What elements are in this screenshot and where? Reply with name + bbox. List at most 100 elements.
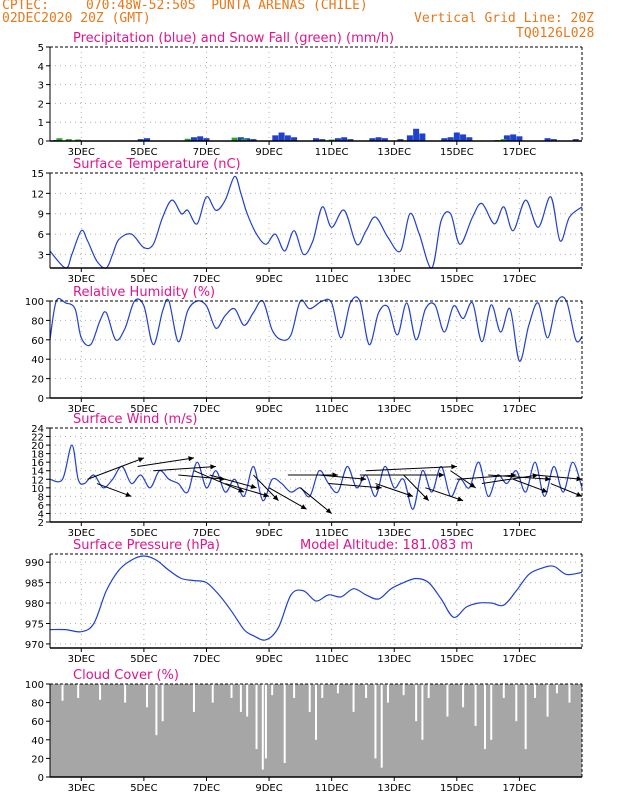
wind-arrow-shaft: [253, 474, 279, 501]
precip-bar: [313, 138, 319, 141]
x-tick-label-3dec: 3DEC: [68, 528, 95, 539]
precip-bar: [197, 136, 204, 141]
cloud-cover-gap: [255, 684, 258, 750]
x-tick-label-13dec: 13DEC: [377, 274, 411, 285]
precip-bar: [347, 139, 354, 141]
x-tick-label-3dec: 3DEC: [68, 274, 95, 285]
x-tick-label-3dec: 3DEC: [68, 147, 95, 158]
x-tick-label-9dec: 9DEC: [255, 783, 282, 794]
x-tick-label-11dec: 11DEC: [315, 783, 349, 794]
x-tick-label-5dec: 5DEC: [130, 654, 157, 665]
wind-arrow-head: [438, 472, 445, 478]
cloud-cover-gap: [146, 684, 149, 708]
x-tick-label-15dec: 15DEC: [440, 147, 474, 158]
x-tick-label-17dec: 17DEC: [503, 147, 537, 158]
precip-bar: [503, 135, 510, 141]
y-tick-label-3: 3: [38, 81, 44, 92]
snow-bar: [241, 138, 248, 141]
wind-arrow-shaft: [535, 474, 583, 480]
cloud-cover-gap: [321, 684, 324, 698]
wind-arrow-head: [457, 496, 464, 502]
header-grid-line: Vertical Grid Line: 20Z: [414, 11, 595, 26]
wind-arrow-shaft: [488, 474, 551, 480]
precip-bar: [441, 138, 448, 141]
wind-arrow-head: [188, 456, 194, 462]
wind-arrow-head: [125, 492, 132, 497]
wind-arrow-shaft: [512, 478, 548, 493]
y-tick-label-6: 6: [38, 230, 44, 241]
precip-bar: [447, 137, 454, 141]
wind-arrow-shaft: [550, 483, 583, 497]
cloud-cover-gap: [61, 684, 64, 701]
cloud-cover-gap: [352, 684, 355, 712]
precip-bar: [397, 139, 404, 141]
y-tick-label-970: 970: [25, 640, 44, 651]
wind-arrow-shaft: [425, 487, 464, 502]
wind-arrow-head: [360, 476, 367, 482]
wind-arrow-shaft: [300, 487, 332, 514]
x-tick-label-5dec: 5DEC: [130, 783, 157, 794]
y-tick-label-80: 80: [31, 316, 44, 327]
x-tick-label-3dec: 3DEC: [68, 404, 95, 415]
wind-arrow-head: [576, 476, 582, 482]
x-tick-label-5dec: 5DEC: [130, 147, 157, 158]
x-tick-label-9dec: 9DEC: [255, 274, 282, 285]
precip-bar: [413, 128, 420, 141]
x-tick-label-5dec: 5DEC: [130, 404, 157, 415]
precip-bar: [510, 134, 517, 141]
cloud-cover-gap: [502, 684, 505, 698]
cloud-cover-gap: [230, 684, 233, 698]
cloud-cover-gap: [155, 684, 158, 736]
panel-title-4: Surface Pressure (hPa): [73, 538, 220, 553]
y-tick-label-40: 40: [31, 355, 44, 366]
wind-arrow-shaft: [225, 483, 270, 497]
precip-bar: [272, 135, 279, 141]
wind-arrow-head: [263, 492, 270, 498]
panel-title-1: Surface Temperature (nC): [73, 157, 241, 172]
cloud-cover-gap: [462, 684, 465, 708]
cloud-cover-gap: [546, 684, 549, 717]
precip-bar: [137, 139, 144, 141]
x-tick-label-11dec: 11DEC: [315, 528, 349, 539]
precip-bar: [244, 138, 251, 141]
x-tick-label-17dec: 17DEC: [503, 404, 537, 415]
snow-bar: [500, 139, 507, 141]
y-tick-label-8: 8: [38, 492, 44, 503]
cloud-cover-gap: [427, 684, 430, 698]
wind-arrow-shaft: [137, 457, 195, 467]
x-tick-label-7dec: 7DEC: [193, 147, 220, 158]
chart-header: CPTEC: 070:48W-52:50S PUNTA ARENAS (CHIL…: [0, 0, 618, 44]
wind-arrow-head: [541, 487, 548, 493]
x-tick-label-11dec: 11DEC: [315, 274, 349, 285]
x-tick-label-15dec: 15DEC: [440, 404, 474, 415]
panel-title-2: Relative Humidity (%): [73, 285, 215, 300]
snow-bar: [231, 137, 238, 141]
cloud-cover-gap: [446, 684, 449, 717]
cloud-cover-gap: [515, 684, 518, 722]
cloud-cover-gap: [99, 684, 102, 700]
x-tick-label-11dec: 11DEC: [315, 147, 349, 158]
header-source: CPTEC:: [2, 0, 49, 13]
x-tick-label-13dec: 13DEC: [377, 783, 411, 794]
wind-arrow-shaft: [375, 483, 414, 497]
x-tick-label-5dec: 5DEC: [130, 528, 157, 539]
wind-arrow-head: [376, 484, 382, 490]
wind-arrow-head: [576, 491, 582, 497]
cloud-cover-gap: [474, 684, 477, 726]
x-tick-label-11dec: 11DEC: [315, 654, 349, 665]
precip-bar: [319, 139, 326, 141]
y-tick-label-15: 15: [31, 169, 44, 180]
x-tick-label-7dec: 7DEC: [193, 528, 220, 539]
y-tick-label-990: 990: [25, 558, 44, 569]
panel-title-3: Surface Wind (m/s): [73, 412, 197, 427]
precip-bar: [453, 132, 460, 141]
x-tick-label-13dec: 13DEC: [377, 404, 411, 415]
x-tick-label-15dec: 15DEC: [440, 654, 474, 665]
cloud-cover-gap: [365, 684, 368, 698]
x-tick-label-3dec: 3DEC: [68, 783, 95, 794]
y-tick-label-2: 2: [38, 99, 44, 110]
panel-title-0: Precipitation (blue) and Snow Fall (gree…: [73, 31, 394, 46]
snow-bar: [65, 139, 72, 141]
cloud-cover-gap: [293, 684, 296, 698]
